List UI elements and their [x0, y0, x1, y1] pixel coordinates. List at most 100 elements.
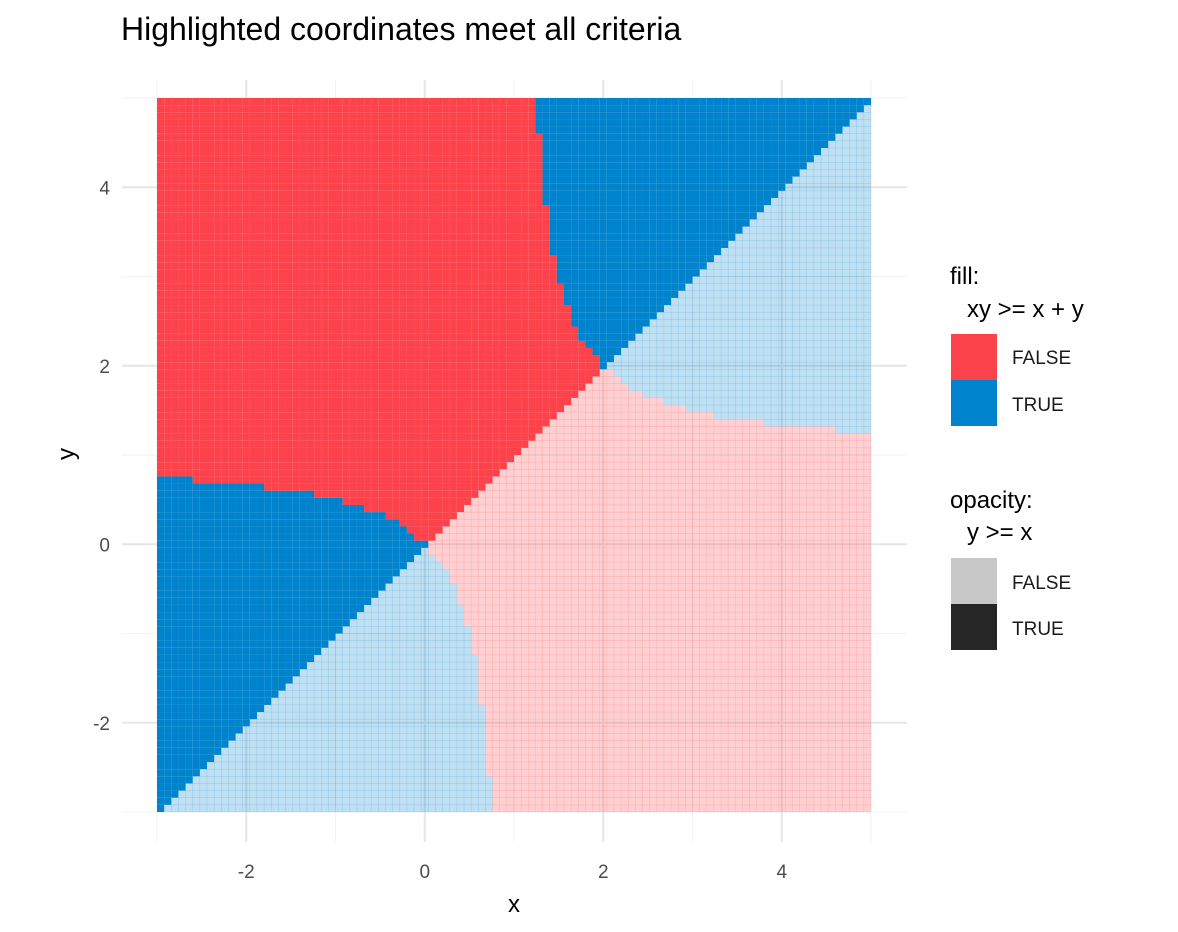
heatmap-cell — [356, 447, 365, 456]
heatmap-cell — [442, 247, 450, 256]
heatmap-cell — [249, 312, 257, 320]
heatmap-cell — [178, 790, 186, 798]
heatmap-cell — [313, 697, 322, 706]
heatmap-cell — [221, 98, 229, 106]
heatmap-cell — [228, 583, 236, 591]
heatmap-cell — [506, 326, 515, 334]
heatmap-cell — [314, 590, 322, 598]
heatmap-cell — [249, 733, 258, 741]
heatmap-cell — [299, 312, 307, 320]
heatmap-cell — [314, 112, 322, 120]
heatmap-cell — [292, 140, 300, 148]
heatmap-cell — [385, 611, 393, 620]
heatmap-cell — [214, 105, 222, 113]
heatmap-cell — [314, 619, 322, 627]
heatmap-cell — [506, 690, 515, 699]
heatmap-cell — [435, 568, 443, 577]
heatmap-cell — [342, 169, 350, 177]
heatmap-cell — [321, 319, 329, 327]
heatmap-cell — [178, 190, 186, 198]
heatmap-cell — [478, 483, 486, 491]
heatmap-cell — [256, 105, 265, 113]
heatmap-cell — [264, 683, 272, 691]
heatmap-cell — [356, 740, 365, 749]
heatmap-cell — [306, 312, 315, 320]
heatmap-cell — [157, 333, 165, 341]
heatmap-cell — [285, 519, 293, 527]
heatmap-cell — [485, 155, 493, 163]
heatmap-cell — [428, 197, 436, 206]
heatmap-cell — [342, 412, 350, 420]
heatmap-cell — [478, 590, 486, 599]
heatmap-cell — [242, 212, 250, 220]
heatmap-cell — [335, 383, 343, 391]
heatmap-cell — [278, 290, 286, 298]
heatmap-cell — [342, 233, 350, 241]
heatmap-cell — [449, 269, 457, 277]
heatmap-cell — [235, 804, 243, 813]
heatmap-cell — [314, 98, 322, 106]
heatmap-cell — [499, 783, 508, 791]
heatmap-cell — [171, 98, 179, 106]
heatmap-cell — [428, 440, 436, 448]
heatmap-cell — [228, 290, 236, 298]
heatmap-cell — [321, 283, 329, 291]
heatmap-cell — [228, 233, 236, 241]
heatmap-cell — [371, 340, 379, 348]
heatmap-cell — [221, 804, 229, 813]
heatmap-cell — [506, 469, 515, 477]
heatmap-cell — [328, 462, 336, 470]
heatmap-cell — [285, 604, 293, 613]
heatmap-cell — [206, 297, 215, 306]
heatmap-cell — [413, 626, 422, 634]
heatmap-cell — [270, 718, 279, 727]
heatmap-cell — [292, 147, 300, 156]
heatmap-cell — [157, 504, 165, 513]
heatmap-cell — [342, 690, 351, 699]
heatmap-cell — [392, 611, 401, 620]
heatmap-cell — [464, 369, 472, 377]
heatmap-cell — [413, 597, 422, 606]
heatmap-cell — [164, 654, 172, 663]
heatmap-cell — [492, 355, 500, 363]
heatmap-cell — [199, 233, 207, 241]
heatmap-cell — [385, 718, 393, 727]
heatmap-cell — [320, 790, 329, 798]
heatmap-cell — [442, 276, 450, 284]
heatmap-cell — [256, 533, 265, 541]
heatmap-cell — [235, 162, 243, 170]
heatmap-cell — [499, 390, 507, 398]
heatmap-cell — [385, 119, 393, 127]
heatmap-cell — [278, 383, 286, 391]
heatmap-cell — [299, 768, 308, 777]
heatmap-cell — [399, 305, 407, 313]
heatmap-cell — [428, 376, 436, 384]
heatmap-cell — [471, 269, 479, 277]
heatmap-cell — [378, 262, 386, 270]
heatmap-cell — [185, 219, 193, 227]
heatmap-cell — [449, 133, 457, 141]
heatmap-cell — [506, 362, 515, 370]
heatmap-cell — [356, 604, 365, 613]
heatmap-cell — [428, 483, 436, 491]
heatmap-cell — [471, 133, 479, 141]
heatmap-cell — [157, 719, 165, 727]
heatmap-cell — [406, 490, 415, 498]
heatmap-cell — [228, 98, 236, 106]
heatmap-cell — [264, 526, 272, 534]
heatmap-cell — [456, 219, 465, 227]
heatmap-cell — [157, 390, 165, 398]
heatmap-cell — [435, 333, 443, 341]
heatmap-cell — [199, 162, 207, 170]
heatmap-cell — [313, 690, 322, 699]
heatmap-cell — [335, 469, 343, 477]
heatmap-cell — [199, 804, 208, 813]
heatmap-cell — [363, 668, 372, 677]
heatmap-cell — [506, 554, 515, 563]
heatmap-cell — [328, 355, 336, 363]
heatmap-cell — [356, 790, 365, 798]
heatmap-cell — [378, 540, 386, 548]
heatmap-cell — [285, 383, 293, 391]
heatmap-cell — [242, 669, 250, 677]
heatmap-cell — [214, 626, 222, 634]
